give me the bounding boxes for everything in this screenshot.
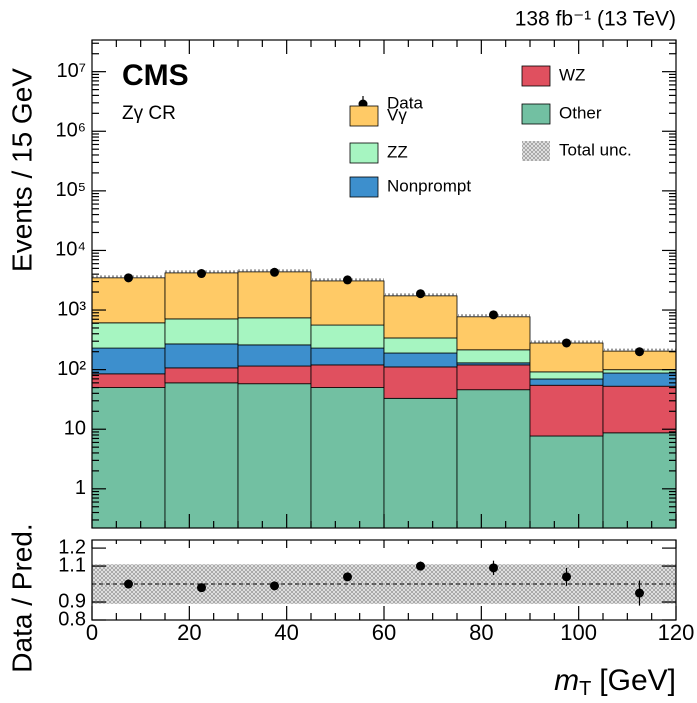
y-tick-label: 10	[64, 418, 86, 440]
stack-segment	[310, 347, 385, 366]
stack-segment	[164, 367, 239, 384]
data-point	[416, 289, 425, 299]
legend-label: Vγ	[387, 105, 407, 124]
data-point	[197, 269, 206, 279]
x-tick-label: 60	[372, 620, 396, 645]
legend-label: WZ	[559, 65, 585, 84]
stack-segment	[310, 280, 385, 326]
stack-segment	[456, 349, 531, 364]
region-label: Zγ CR	[122, 103, 176, 124]
stack-segment	[602, 372, 677, 387]
ratio-point	[416, 561, 425, 571]
stack-segment	[529, 378, 604, 386]
ratio-y-tick-label: 1.2	[58, 536, 86, 558]
stack-segment	[602, 385, 677, 434]
y-tick-label: 10⁶	[56, 120, 86, 142]
y-tick-label: 10²	[57, 358, 86, 380]
stack-segment	[164, 272, 239, 320]
x-tick-label: 40	[274, 620, 298, 645]
stack-segment	[237, 383, 312, 529]
legend-label: Nonprompt	[387, 176, 471, 195]
stack-segment	[164, 318, 239, 345]
stack-segment	[237, 365, 312, 385]
legend-swatch	[349, 142, 379, 164]
x-label-sub: T	[579, 678, 591, 700]
ratio-point	[562, 572, 571, 582]
stack-segment	[529, 435, 604, 529]
stack-segment	[164, 343, 239, 369]
y-tick-label: 10⁴	[55, 239, 86, 261]
stack-segment	[91, 387, 166, 529]
stack-segment	[237, 271, 312, 319]
x-tick-label: 20	[177, 620, 201, 645]
stack-segment	[91, 322, 166, 349]
stack-segment	[310, 387, 385, 529]
ratio-point	[343, 572, 352, 582]
stack-segment	[237, 317, 312, 346]
stack-segment	[456, 364, 531, 391]
experiment-label: CMS	[122, 59, 189, 92]
x-axis-label: mT [GeV]	[554, 664, 676, 700]
stack-segment	[456, 389, 531, 529]
stack-segment	[310, 364, 385, 388]
stack-segment	[529, 384, 604, 437]
ratio-point	[270, 581, 279, 591]
ratio-y-tick-label: 0.8	[58, 608, 86, 630]
data-point	[562, 338, 571, 348]
y-tick-label: 1	[75, 477, 86, 499]
legend-label: Total unc.	[559, 140, 632, 159]
y-tick-label: 10³	[57, 298, 86, 320]
legend-swatch	[522, 141, 550, 161]
stack-segment	[237, 344, 312, 367]
stack-segment	[383, 397, 458, 529]
ratio-point	[635, 588, 644, 598]
stack-segment	[529, 371, 604, 380]
y-axis-label: Events / 15 GeV	[6, 68, 37, 272]
stack-segment	[383, 295, 458, 339]
data-point	[124, 273, 133, 283]
ratio-y-axis-label: Data / Pred.	[6, 523, 37, 672]
y-tick-label: 10⁵	[55, 179, 86, 201]
x-tick-label: 100	[560, 620, 597, 645]
lumi-label: 138 fb⁻¹ (13 TeV)	[515, 8, 676, 31]
stack-segment	[164, 382, 239, 529]
legend-swatch	[349, 105, 379, 127]
x-label-var: m	[554, 664, 579, 697]
stack-segment	[91, 373, 166, 388]
ratio-point	[489, 563, 498, 573]
stack-segment	[383, 337, 458, 354]
y-tick-label: 10⁷	[57, 60, 86, 82]
stack-segment	[456, 316, 531, 351]
ratio-y-tick-label: 0.9	[58, 590, 86, 612]
x-label-unit: [GeV]	[599, 664, 676, 697]
ratio-point	[197, 583, 206, 593]
stack-segment	[602, 432, 677, 529]
legend-swatch	[521, 65, 551, 87]
x-tick-label: 0	[86, 620, 98, 645]
data-point	[270, 267, 279, 277]
data-point	[635, 347, 644, 357]
x-tick-label: 80	[469, 620, 493, 645]
data-point	[343, 275, 352, 285]
legend-label: ZZ	[387, 142, 408, 161]
ratio-y-tick-label: 1.1	[58, 554, 86, 576]
legend-swatch	[349, 176, 379, 198]
data-point	[489, 310, 498, 320]
stack-segment	[383, 366, 458, 399]
legend-label: Data	[387, 93, 423, 112]
legend-label: Other	[559, 103, 602, 122]
stack-segment	[91, 277, 166, 324]
stack-segment	[383, 352, 458, 368]
x-tick-label: 120	[658, 620, 695, 645]
stack-segment	[310, 324, 385, 349]
legend-swatch	[521, 103, 551, 125]
ratio-point	[124, 579, 133, 589]
